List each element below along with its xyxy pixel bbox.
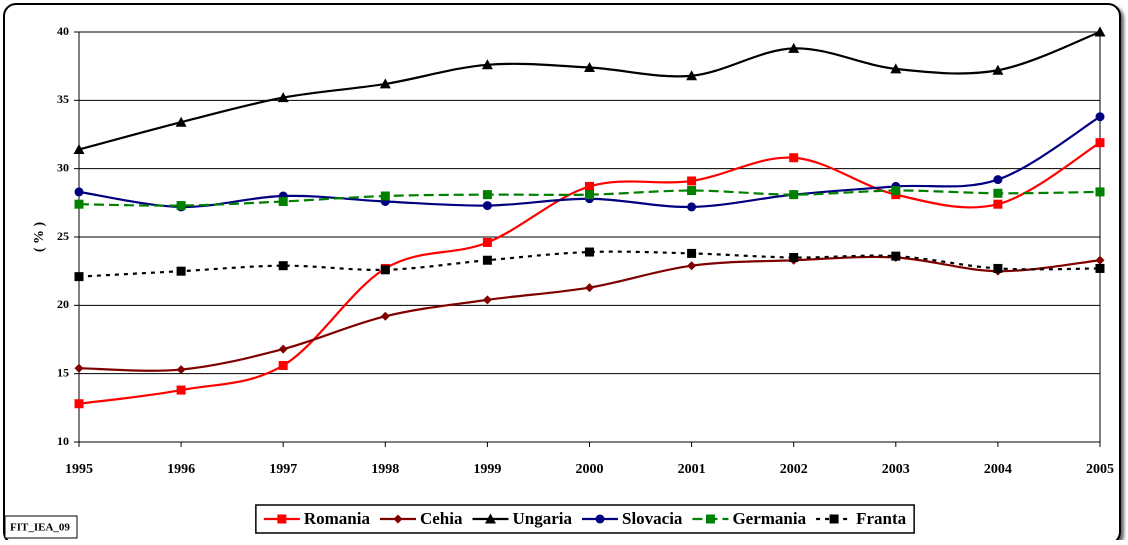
- data-point: [788, 42, 800, 53]
- data-point: [687, 202, 697, 212]
- x-tick-label: 2004: [984, 462, 1012, 477]
- data-point: [585, 283, 594, 293]
- legend: Romania Cehia Ungaria Slovacia Germania Frant…: [255, 504, 915, 534]
- legend-item: Slovacia: [581, 509, 683, 528]
- data-point: [1095, 187, 1105, 197]
- data-point: [176, 266, 186, 276]
- legend-item: Ungaria: [472, 509, 572, 528]
- data-point: [890, 63, 902, 74]
- data-point: [481, 59, 493, 70]
- data-point: [993, 199, 1003, 209]
- x-tick-label: 2005: [1086, 462, 1114, 477]
- data-point: [789, 153, 799, 163]
- x-tick-label: 2000: [576, 462, 604, 477]
- legend-item: Romania: [263, 509, 371, 528]
- data-point: [1095, 263, 1105, 273]
- data-point: [789, 190, 799, 200]
- data-point: [992, 64, 1004, 75]
- data-point: [175, 116, 187, 127]
- x-tick-label: 1997: [269, 462, 297, 477]
- data-point: [278, 344, 288, 354]
- x-tick-label: 1999: [473, 462, 501, 477]
- legend-label: Cehia: [420, 509, 463, 528]
- y-tick-label: 25: [57, 229, 69, 243]
- data-point: [278, 196, 288, 206]
- data-point: [687, 248, 697, 258]
- data-point: [1094, 26, 1106, 37]
- footnote: FIT_IEA_09: [10, 522, 70, 534]
- data-point: [1095, 138, 1105, 148]
- data-point: [176, 365, 186, 375]
- data-point: [482, 295, 492, 305]
- legend-item: Cehia: [379, 509, 463, 528]
- data-point: [380, 311, 390, 321]
- data-point: [74, 399, 84, 409]
- y-axis-label: ( % ): [32, 222, 47, 253]
- data-point: [789, 253, 799, 262]
- data-point: [993, 188, 1003, 198]
- legend-label: Germania: [732, 509, 806, 528]
- data-point: [687, 176, 697, 186]
- x-tick-label: 1995: [65, 462, 93, 477]
- series-line: [78, 250, 1101, 278]
- data-point: [891, 186, 901, 196]
- data-point: [74, 199, 84, 209]
- data-point: [687, 261, 697, 271]
- legend-label: Ungaria: [512, 509, 572, 528]
- data-point: [584, 62, 595, 73]
- data-point: [687, 186, 697, 196]
- data-point: [277, 92, 289, 103]
- data-point: [278, 360, 288, 370]
- legend-marker: [484, 513, 496, 524]
- y-tick-label: 30: [57, 160, 69, 174]
- legend-item: Germania: [692, 509, 807, 528]
- data-point: [380, 191, 390, 201]
- data-point: [176, 385, 186, 395]
- legend-item: Franta: [816, 509, 907, 528]
- x-tick-label: 2003: [882, 462, 910, 477]
- data-point: [1095, 112, 1105, 122]
- legend-label: Romania: [304, 509, 371, 528]
- data-point: [482, 255, 492, 265]
- data-point: [585, 247, 594, 257]
- data-point: [74, 363, 84, 373]
- legend-label: Franta: [856, 509, 907, 528]
- y-tick-label: 10: [57, 434, 69, 448]
- data-point: [482, 201, 492, 211]
- footnote-box: [4, 515, 78, 539]
- x-tick-label: 1996: [167, 462, 195, 477]
- data-point: [482, 237, 492, 247]
- data-point: [993, 175, 1003, 185]
- data-point: [74, 272, 84, 282]
- y-tick-label: 20: [57, 297, 69, 311]
- data-point: [73, 144, 85, 155]
- legend-marker: [829, 514, 839, 524]
- y-tick-label: 35: [57, 92, 69, 106]
- y-tick-label: 40: [57, 24, 69, 38]
- data-point: [585, 181, 594, 191]
- y-tick-label: 15: [57, 365, 69, 379]
- x-tick-label: 2002: [780, 462, 808, 477]
- data-point: [380, 265, 390, 275]
- data-point: [1095, 255, 1105, 265]
- data-point: [176, 201, 186, 211]
- data-point: [686, 70, 698, 81]
- x-tick-label: 2001: [678, 462, 706, 477]
- data-point: [278, 261, 288, 271]
- data-point: [891, 251, 901, 261]
- data-point: [379, 78, 391, 89]
- legend-label: Slovacia: [622, 509, 683, 528]
- data-point: [585, 190, 594, 200]
- data-point: [482, 190, 492, 200]
- data-point: [993, 263, 1003, 273]
- legend-marker: [595, 514, 605, 524]
- legend-marker: [277, 514, 287, 524]
- x-tick-label: 1998: [371, 462, 399, 477]
- legend-marker: [393, 514, 403, 524]
- legend-marker: [705, 514, 715, 524]
- data-point: [74, 187, 84, 197]
